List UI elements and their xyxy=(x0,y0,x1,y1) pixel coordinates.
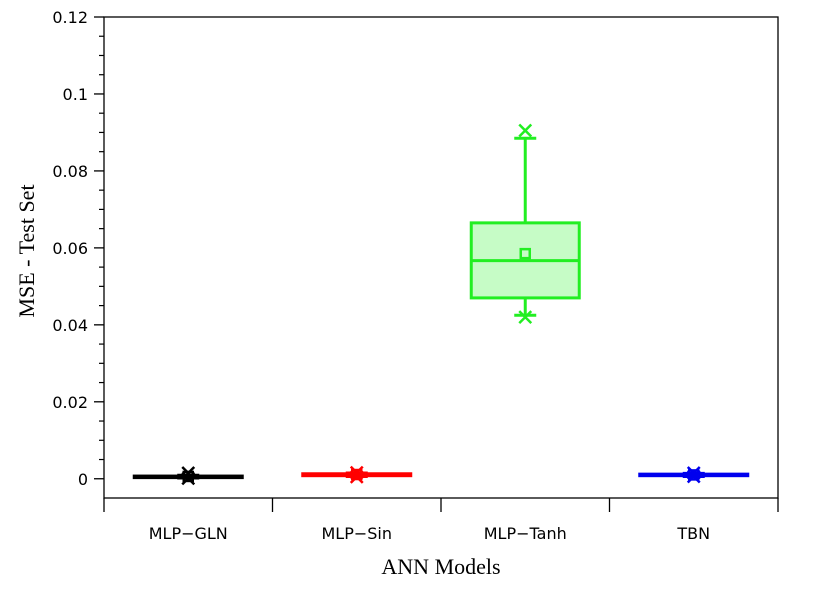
x-tick-label: TBN xyxy=(676,524,710,543)
y-tick-label: 0.1 xyxy=(63,85,88,104)
outlier-marker xyxy=(518,310,533,325)
outlier-marker xyxy=(686,466,701,480)
box-series xyxy=(132,123,750,486)
box-group-4 xyxy=(638,466,750,484)
x-axis: MLP−GLN MLP−Sin MLP−Tanh TBN xyxy=(103,498,779,543)
x-tick-label: MLP−GLN xyxy=(149,524,228,543)
x-tick-label: MLP−Tanh xyxy=(484,524,567,543)
box-group-1 xyxy=(132,466,244,486)
plot-frame xyxy=(103,16,779,499)
outlier-marker xyxy=(349,469,364,484)
x-axis-title: ANN Models xyxy=(381,554,500,579)
plot-area-border xyxy=(103,16,779,499)
mean-marker xyxy=(519,247,531,260)
y-tick-label: 0.02 xyxy=(52,393,88,412)
mean-marker xyxy=(688,469,700,481)
box-group-2 xyxy=(301,465,413,484)
box-group-3 xyxy=(469,123,581,325)
outlier-marker xyxy=(181,466,196,480)
outlier-marker xyxy=(181,471,196,486)
y-tick-label: 0.04 xyxy=(52,316,88,335)
y-tick-label: 0.12 xyxy=(52,8,88,27)
mean-marker xyxy=(351,468,363,481)
outlier-marker xyxy=(518,123,533,138)
y-axis-title: MSE - Test Set xyxy=(14,184,39,317)
y-tick-label: 0 xyxy=(78,470,88,489)
x-tick-label: MLP−Sin xyxy=(321,524,392,543)
outlier-marker xyxy=(349,465,364,480)
y-tick-label: 0.06 xyxy=(52,239,88,258)
y-axis: 0 0.02 0.04 0.06 0.08 0.1 0.12 xyxy=(52,8,104,489)
y-tick-label: 0.08 xyxy=(52,162,88,181)
outlier-marker xyxy=(686,469,701,484)
